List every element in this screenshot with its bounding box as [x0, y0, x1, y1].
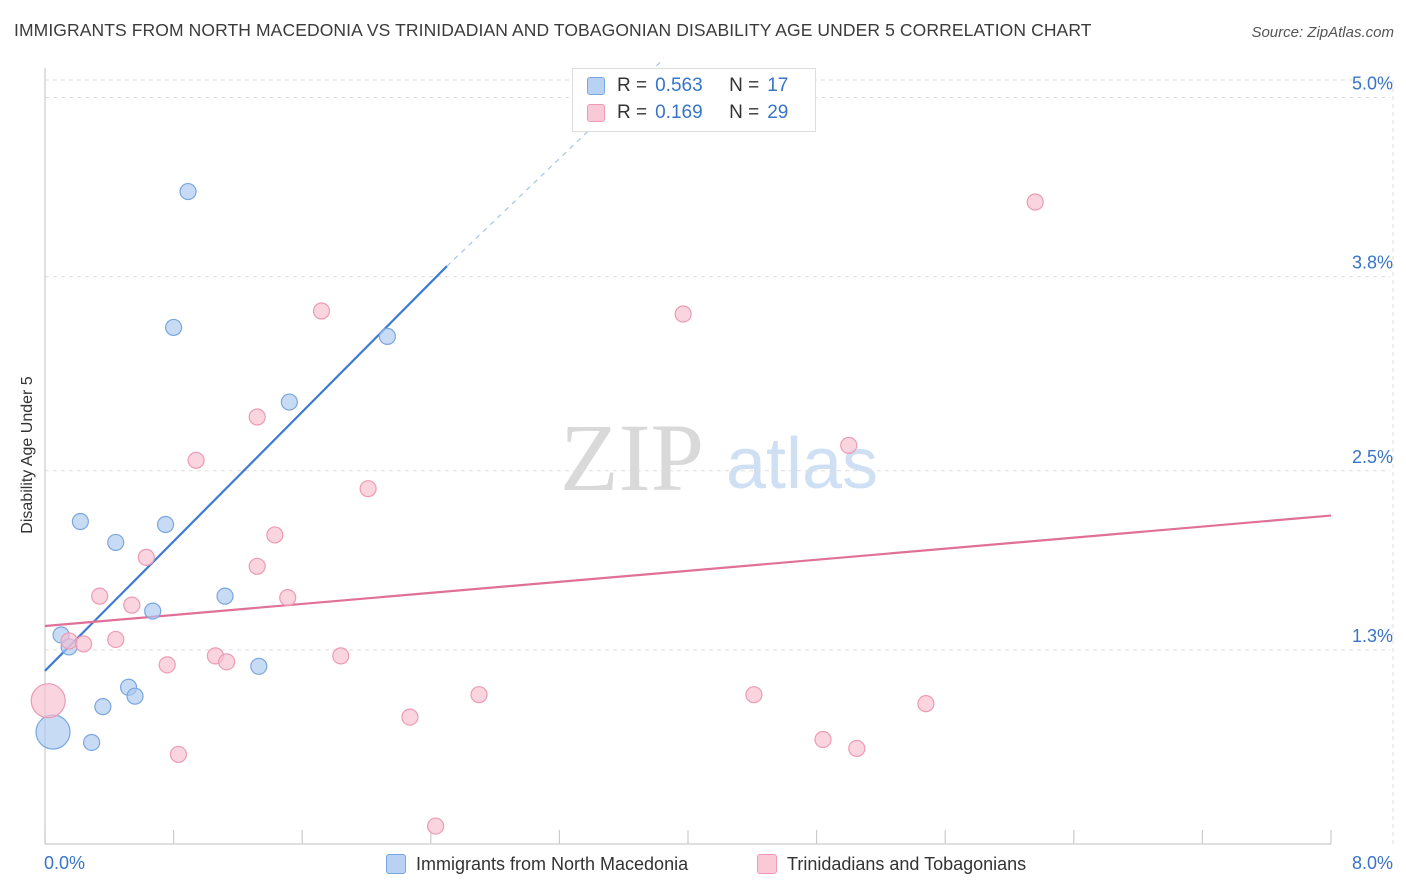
point-trinidad-22 — [674, 305, 692, 323]
trend-line-trinidad — [44, 514, 1332, 628]
point-macedonia-13 — [216, 587, 234, 605]
watermark: ZIP atlas — [560, 404, 878, 511]
bottom-legend-swatch-blue — [386, 854, 406, 874]
legend-r-value-2: 0.169 — [655, 102, 703, 123]
y-tick-label-0: 5.0% — [1352, 74, 1393, 94]
grid — [45, 79, 1394, 844]
point-macedonia-4 — [83, 733, 101, 752]
legend-n-label-1: N = — [729, 75, 760, 96]
legend-swatch-blue — [587, 77, 605, 95]
chart-title: IMMIGRANTS FROM NORTH MACEDONIA VS TRINI… — [14, 20, 1092, 40]
point-trinidad-3 — [91, 587, 109, 605]
point-trinidad-1 — [60, 632, 78, 650]
point-macedonia-14 — [250, 657, 268, 675]
point-trinidad-16 — [312, 302, 331, 320]
point-macedonia-15 — [280, 393, 298, 411]
point-trinidad-7 — [158, 656, 176, 674]
bottom-legend-trinidad: Trinidadians and Tobagonians — [757, 852, 1026, 876]
source-credit: Source: ZipAtlas.com — [1251, 24, 1394, 41]
legend-r-label-2: R = — [617, 102, 648, 123]
legend-n-label-2: N = — [729, 102, 760, 123]
point-macedonia-9 — [144, 602, 162, 620]
points — [30, 182, 1044, 835]
point-trinidad-5 — [123, 596, 141, 614]
point-trinidad-2 — [74, 635, 93, 653]
point-macedonia-11 — [165, 318, 183, 337]
point-trinidad-20 — [427, 817, 445, 835]
point-trinidad-13 — [248, 408, 266, 426]
legend-r-label-1: R = — [617, 75, 648, 96]
point-macedonia-12 — [179, 182, 197, 201]
point-trinidad-23 — [745, 686, 763, 704]
point-trinidad-18 — [359, 480, 377, 498]
point-trinidad-24 — [814, 730, 832, 749]
point-trinidad-26 — [848, 739, 866, 758]
bottom-legend-macedonia: Immigrants from North Macedonia — [386, 852, 688, 876]
bottom-legend-swatch-pink — [757, 854, 777, 874]
point-trinidad-17 — [332, 647, 350, 665]
point-macedonia-6 — [107, 533, 125, 552]
legend-row-macedonia: R = 0.563 N = 17 — [587, 74, 788, 98]
legend-n-value-1: 17 — [767, 75, 789, 96]
point-macedonia-5 — [94, 698, 112, 716]
y-axis-label: Disability Age Under 5 — [19, 376, 36, 534]
watermark-zip: ZIP — [560, 404, 704, 511]
bottom-legend-label-macedonia: Immigrants from North Macedonia — [416, 853, 689, 874]
stats-legend: R = 0.563 N = 17 R = 0.169 N = 29 — [572, 68, 816, 132]
point-trinidad-4 — [107, 630, 125, 649]
legend-row-trinidad: R = 0.169 N = 29 — [587, 101, 788, 125]
point-trinidad-27 — [917, 695, 935, 713]
trend-line-macedonia — [44, 265, 448, 672]
x-tick-label-min: 0.0% — [44, 853, 85, 873]
point-trinidad-8 — [169, 745, 188, 764]
point-trinidad-9 — [187, 451, 205, 469]
point-trinidad-19 — [401, 708, 419, 726]
point-macedonia-0 — [35, 714, 71, 750]
point-macedonia-3 — [71, 512, 89, 531]
trend-lines — [44, 58, 1332, 672]
legend-n-value-2: 29 — [767, 102, 789, 123]
point-trinidad-14 — [266, 526, 284, 544]
point-macedonia-8 — [126, 687, 144, 705]
point-trinidad-25 — [840, 436, 858, 454]
point-trinidad-12 — [248, 557, 266, 575]
point-macedonia-16 — [378, 327, 396, 345]
y-tick-label-2: 2.5% — [1352, 447, 1393, 467]
point-trinidad-11 — [218, 653, 236, 671]
tick-labels: 5.0% 3.8% 2.5% 1.3% 0.0% 8.0% — [44, 74, 1393, 874]
watermark-atlas: atlas — [726, 424, 878, 504]
point-trinidad-15 — [279, 589, 297, 607]
legend-r-value-1: 0.563 — [655, 75, 703, 96]
x-tick-label-max: 8.0% — [1352, 853, 1393, 873]
point-trinidad-6 — [137, 548, 155, 566]
y-tick-label-1: 3.8% — [1352, 253, 1393, 273]
y-tick-label-3: 1.3% — [1352, 626, 1393, 646]
point-macedonia-10 — [156, 515, 175, 534]
point-trinidad-28 — [1026, 193, 1044, 211]
point-trinidad-21 — [470, 686, 488, 704]
point-trinidad-0 — [30, 683, 66, 719]
legend-swatch-pink — [587, 104, 605, 122]
bottom-legend-label-trinidad: Trinidadians and Tobagonians — [787, 853, 1027, 874]
